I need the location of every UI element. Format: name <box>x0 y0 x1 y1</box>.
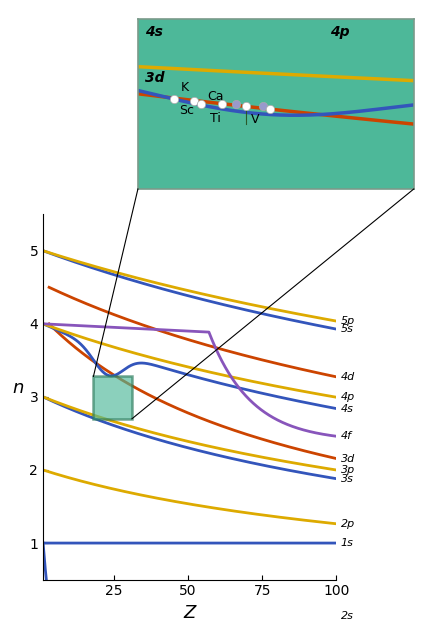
Text: V: V <box>250 113 258 126</box>
Y-axis label: n: n <box>12 379 24 397</box>
Text: 5s: 5s <box>340 324 353 334</box>
Text: 3d: 3d <box>145 71 164 85</box>
Text: 4p: 4p <box>340 392 354 402</box>
Text: K: K <box>181 81 189 94</box>
Text: 2p: 2p <box>340 518 354 529</box>
Bar <box>93 377 132 419</box>
Text: 4f: 4f <box>340 431 351 441</box>
Text: 1s: 1s <box>340 538 353 548</box>
Text: 2s: 2s <box>340 611 353 621</box>
Text: 5p: 5p <box>340 316 354 326</box>
Text: 3d: 3d <box>340 454 354 464</box>
X-axis label: Z: Z <box>183 604 195 622</box>
Text: 4d: 4d <box>340 372 354 382</box>
Text: Sc: Sc <box>178 104 193 117</box>
Text: Ti: Ti <box>209 112 220 125</box>
Text: 4p: 4p <box>329 25 348 39</box>
Text: Ca: Ca <box>207 89 224 103</box>
Text: 3p: 3p <box>340 465 354 475</box>
Text: 4s: 4s <box>340 404 353 413</box>
Text: 4s: 4s <box>145 25 163 39</box>
Text: 3s: 3s <box>340 474 353 484</box>
